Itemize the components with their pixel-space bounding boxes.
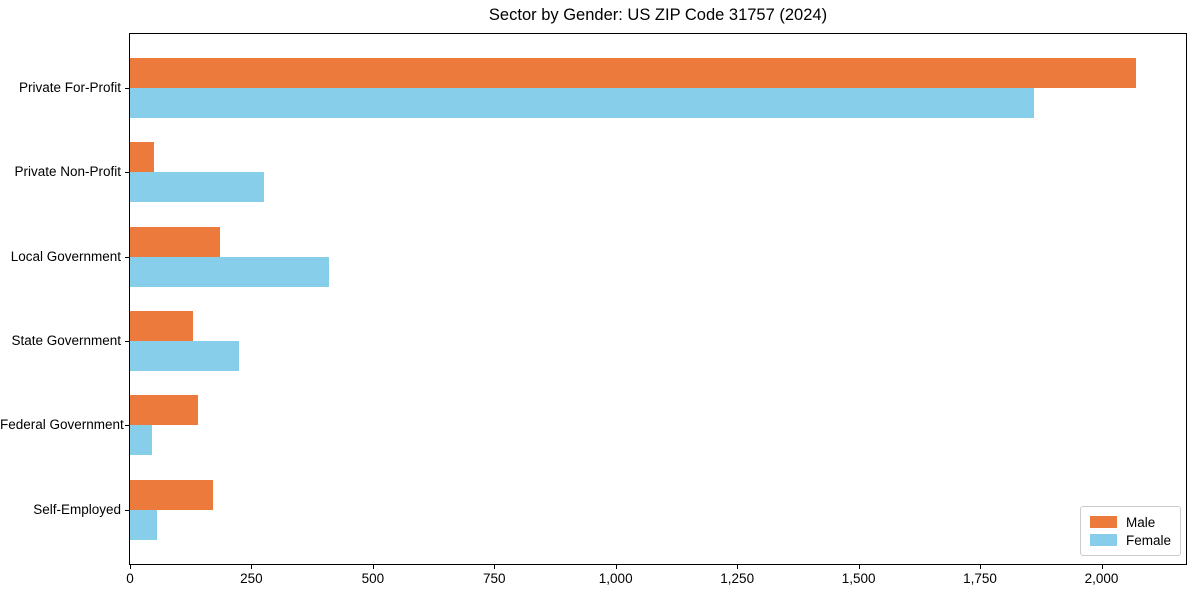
xtick-mark <box>372 565 374 569</box>
ytick-mark <box>125 340 129 342</box>
xtick-label-0: 0 <box>126 571 134 586</box>
ytick-mark <box>125 425 129 427</box>
ytick-label-private-for-profit: Private For-Profit <box>18 80 121 95</box>
plot-area <box>129 33 1187 565</box>
xtick-mark <box>615 565 617 569</box>
legend-label-male: Male <box>1125 514 1156 530</box>
bar-female-local-government <box>130 256 330 287</box>
ytick-mark <box>125 88 129 89</box>
xtick-mark <box>494 565 496 569</box>
legend-label-female: Female <box>1125 532 1171 548</box>
bar-female-federal-government <box>130 425 152 456</box>
xtick-mark <box>980 565 981 569</box>
xtick-label-750: 750 <box>483 571 506 586</box>
legend-entry-female: Female <box>1089 531 1171 549</box>
xtick-mark <box>737 565 739 569</box>
ytick-mark <box>125 256 129 258</box>
xtick-label-1500: 1,500 <box>841 571 876 586</box>
xtick-label-500: 500 <box>361 571 385 586</box>
ytick-label-federal-government: Federal Government <box>0 417 124 433</box>
chart-title: Sector by Gender: US ZIP Code 31757 (202… <box>488 6 828 24</box>
ytick-mark <box>125 509 129 511</box>
legend: Male Female <box>1079 506 1181 556</box>
ytick-label-state-government: State Government <box>11 332 121 348</box>
xtick-label-1000: 1,000 <box>598 571 633 586</box>
xtick-mark <box>1101 565 1103 569</box>
bar-female-private-non-profit <box>130 172 264 203</box>
xtick-label-2000: 2,000 <box>1084 571 1119 586</box>
xtick-label-1750: 1,750 <box>963 571 997 586</box>
xtick-label-250: 250 <box>240 571 263 586</box>
bar-male-self-employed <box>130 479 213 510</box>
legend-swatch-male <box>1089 516 1117 528</box>
xtick-label-1250: 1,250 <box>720 571 755 586</box>
legend-swatch-female <box>1089 534 1117 546</box>
ytick-label-self-employed: Self-Employed <box>33 501 121 517</box>
ytick-label-private-non-profit: Private Non-Profit <box>14 164 121 180</box>
xtick-mark <box>130 565 131 569</box>
bar-male-federal-government <box>130 395 198 426</box>
bar-female-self-employed <box>130 509 157 540</box>
legend-entry-male: Male <box>1089 513 1171 531</box>
bar-female-private-for-profit <box>130 88 1034 118</box>
bar-male-local-government <box>130 226 220 257</box>
xtick-mark <box>251 565 253 569</box>
bar-male-private-non-profit <box>130 142 155 173</box>
ytick-mark <box>125 172 129 174</box>
bar-female-state-government <box>130 340 240 371</box>
bar-male-private-for-profit <box>130 58 1136 88</box>
xtick-mark <box>858 565 860 569</box>
bar-male-state-government <box>130 310 194 341</box>
ytick-label-local-government: Local Government <box>10 248 121 264</box>
